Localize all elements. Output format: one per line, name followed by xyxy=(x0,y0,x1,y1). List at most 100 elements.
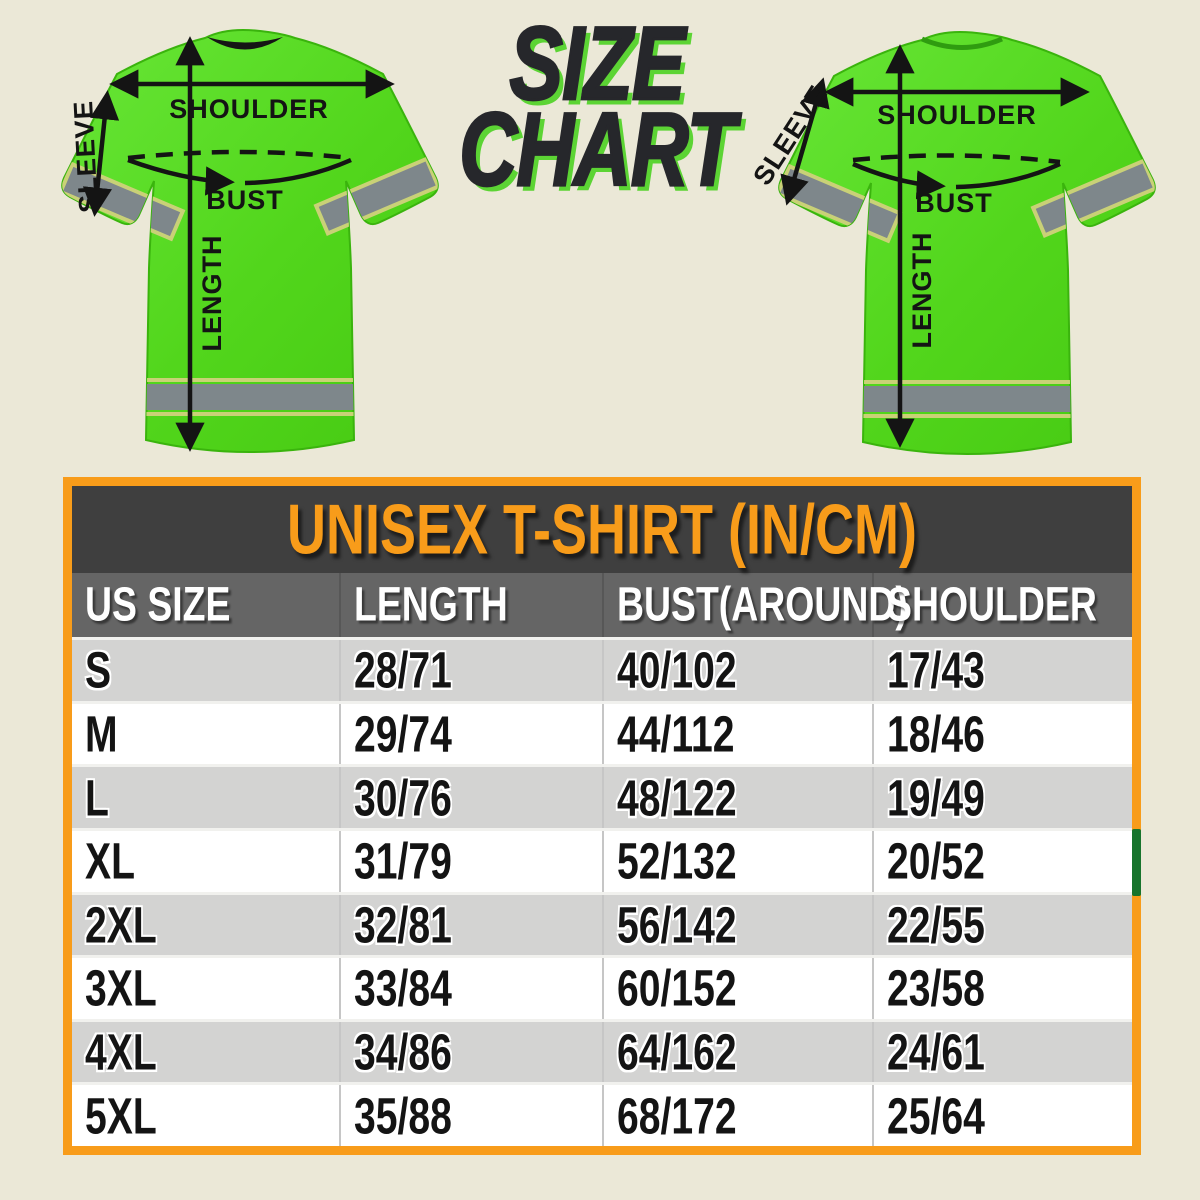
size-cell: 4XL xyxy=(72,1022,339,1083)
cell-value: 22/55 xyxy=(887,896,985,954)
cell-value: 19/49 xyxy=(887,768,985,827)
size-cell: 32/81 xyxy=(339,894,602,956)
sleeve-arrow xyxy=(780,77,830,206)
cell-value: L xyxy=(85,768,109,827)
cell-value: 32/81 xyxy=(354,896,452,954)
header-label: SHOULDER xyxy=(887,577,1097,632)
cell-value: 17/43 xyxy=(887,641,985,699)
header-label: US SIZE xyxy=(85,577,231,632)
header-cell-bust: BUST(AROUND) xyxy=(602,573,908,637)
size-cell: 28/71 xyxy=(339,640,602,701)
cell-value: 24/61 xyxy=(887,1023,985,1081)
cell-value: XL xyxy=(85,832,135,890)
size-cell: M xyxy=(72,704,339,765)
size-cell: 20/52 xyxy=(872,830,1132,892)
cell-value: 5XL xyxy=(85,1087,157,1145)
bust-ellipse-arc-right xyxy=(244,157,352,186)
size-cell: 5XL xyxy=(72,1085,339,1146)
cell-value: 4XL xyxy=(85,1023,157,1081)
measurement-arrows-front xyxy=(82,36,395,452)
bust-arrow xyxy=(852,161,946,200)
size-cell: 33/84 xyxy=(339,958,602,1019)
cell-value: 34/86 xyxy=(354,1023,452,1081)
bust-ellipse-arc-right xyxy=(955,161,1061,190)
page-title-line-2: CHART xyxy=(458,90,737,208)
cell-value: 18/46 xyxy=(887,705,985,763)
length-label: LENGTH xyxy=(907,232,937,349)
size-cell: 48/122 xyxy=(602,767,872,828)
header-label: LENGTH xyxy=(354,577,508,632)
size-chart-table: UNISEX T-SHIRT (IN/CM) US SIZE LENGTH BU… xyxy=(63,477,1141,1155)
cell-value: 30/76 xyxy=(354,768,452,827)
cell-value: 33/84 xyxy=(354,959,452,1018)
size-cell: 25/64 xyxy=(872,1085,1132,1146)
bust-dashed-line xyxy=(852,153,1061,165)
cell-value: 60/152 xyxy=(617,959,737,1018)
cell-value: 68/172 xyxy=(617,1087,737,1145)
size-cell: S xyxy=(72,640,339,701)
table-title: UNISEX T-SHIRT (IN/CM) xyxy=(287,489,917,570)
reflective-stripe-right-sleeve xyxy=(313,156,438,237)
shoulder-label: SHOULDER xyxy=(169,94,329,124)
size-cell: 2XL xyxy=(72,895,339,956)
table-row-3xl: 3XL 33/84 60/152 23/58 xyxy=(72,955,1132,1019)
size-cell: 23/58 xyxy=(872,958,1132,1019)
bust-label: BUST xyxy=(206,185,284,215)
sleeve-arrow xyxy=(82,90,120,217)
header-cell-us-size: US SIZE xyxy=(72,573,339,637)
shoulder-label: SHOULDER xyxy=(877,100,1037,130)
front-shirt-diagram: SHOULDER BUST SLEEVE LENGTH xyxy=(61,29,439,453)
cell-value: 48/122 xyxy=(617,768,737,827)
size-cell: 60/152 xyxy=(602,958,872,1019)
size-cell: XL xyxy=(72,831,339,892)
reflective-stripe-right-sleeve xyxy=(1030,158,1155,239)
header-cell-shoulder: SHOULDER xyxy=(872,573,1134,637)
cell-value: M xyxy=(85,705,118,763)
size-cell: 31/79 xyxy=(339,830,602,892)
cell-value: 35/88 xyxy=(354,1087,452,1145)
bust-label: BUST xyxy=(915,188,993,218)
size-cell: 56/142 xyxy=(602,894,872,956)
size-cell: 64/162 xyxy=(602,1021,872,1083)
size-cell: 34/86 xyxy=(339,1021,602,1083)
reflective-stripe-hem xyxy=(128,378,373,416)
size-cell: 17/43 xyxy=(872,640,1132,701)
size-cell: 22/55 xyxy=(872,894,1132,956)
size-cell: 44/112 xyxy=(602,703,872,765)
table-row-5xl: 5XL 35/88 68/172 25/64 xyxy=(72,1082,1132,1146)
length-label: LENGTH xyxy=(197,235,227,352)
page-title: SIZE CHART xyxy=(397,4,797,208)
cell-value: 31/79 xyxy=(354,832,452,890)
cell-value: 29/74 xyxy=(354,705,452,763)
table-row-4xl: 4XL 34/86 64/162 24/61 xyxy=(72,1018,1132,1083)
back-shirt-diagram: SHOULDER BUST SLEEVE LENGTH xyxy=(750,31,1156,455)
cell-value: 20/52 xyxy=(887,832,985,890)
bust-arrow xyxy=(127,157,235,196)
size-cell: 29/74 xyxy=(339,703,602,765)
size-cell: 19/49 xyxy=(872,767,1132,828)
cell-value: 2XL xyxy=(85,896,157,954)
table-row-l: L 30/76 48/122 19/49 xyxy=(72,764,1132,828)
page-title-line-1: SIZE xyxy=(508,4,686,122)
size-cell: L xyxy=(72,767,339,828)
green-edge-mark xyxy=(1132,829,1141,896)
cell-value: 52/132 xyxy=(617,832,737,890)
back-collar-seam xyxy=(921,36,1003,50)
cell-value: 23/58 xyxy=(887,959,985,1018)
cell-value: 64/162 xyxy=(617,1023,737,1081)
measurement-labels-front: SHOULDER BUST SLEEVE LENGTH xyxy=(68,94,329,352)
size-cell: 30/76 xyxy=(339,767,602,828)
measurement-arrows-back xyxy=(780,44,1090,448)
size-cell: 68/172 xyxy=(602,1085,872,1146)
header-label: BUST(AROUND) xyxy=(617,577,908,632)
cell-value: 28/71 xyxy=(354,641,452,699)
cell-value: 40/102 xyxy=(617,641,737,699)
size-cell: 18/46 xyxy=(872,703,1132,765)
header-cell-length: LENGTH xyxy=(339,573,602,637)
table-row-2xl: 2XL 32/81 56/142 22/55 xyxy=(72,891,1132,956)
cell-value: 56/142 xyxy=(617,896,737,954)
table-row-s: S 28/71 40/102 17/43 xyxy=(72,637,1132,701)
table-row-m: M 29/74 44/112 18/46 xyxy=(72,700,1132,765)
cell-value: 25/64 xyxy=(887,1087,985,1145)
cell-value: 3XL xyxy=(85,959,157,1018)
